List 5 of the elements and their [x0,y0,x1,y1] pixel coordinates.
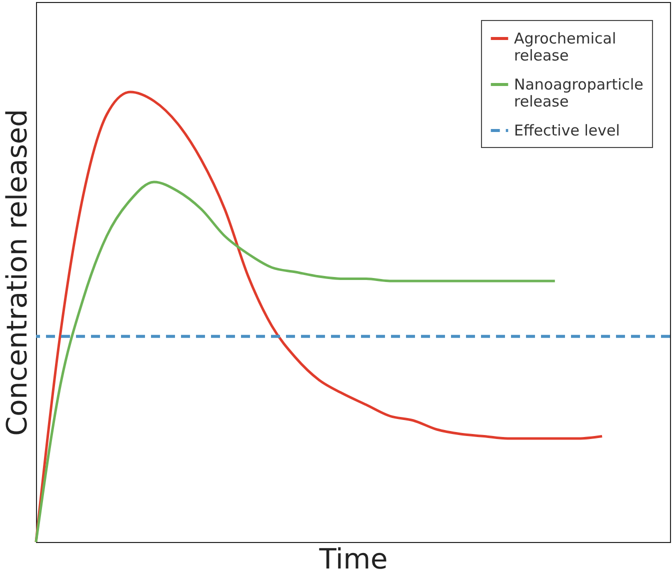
legend-label: Effective level [514,122,620,140]
x-axis-title: Time [318,542,388,576]
legend-label: Nanoagroparticle release [514,76,644,110]
legend-label: Agrochemical release [514,30,616,64]
y-axis-title: Concentration released [0,109,34,436]
